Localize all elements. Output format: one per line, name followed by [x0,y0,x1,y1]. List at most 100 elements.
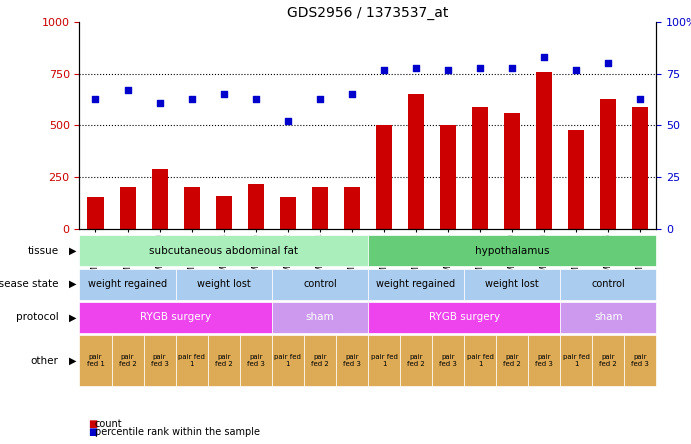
Bar [344,187,360,229]
Bar [272,302,368,333]
Text: sham: sham [594,313,623,322]
Bar [472,107,488,229]
Bar [408,95,424,229]
Point [346,91,357,98]
Bar [176,269,272,300]
Bar [536,72,552,229]
Bar [368,269,464,300]
Bar [79,269,176,300]
Text: pair
fed 2: pair fed 2 [215,354,233,367]
Text: control: control [591,279,625,289]
Text: pair
fed 3: pair fed 3 [536,354,553,367]
Bar [560,269,656,300]
Point [90,95,101,102]
Text: RYGB surgery: RYGB surgery [140,313,211,322]
Text: subcutaneous abdominal fat: subcutaneous abdominal fat [149,246,299,256]
Point [314,95,325,102]
Bar [144,335,176,386]
Bar [368,302,560,333]
Bar [528,335,560,386]
Point [539,54,550,61]
Text: pair
fed 2: pair fed 2 [407,354,425,367]
Text: tissue: tissue [28,246,59,256]
Bar [368,235,656,266]
Text: count: count [95,419,122,429]
Text: hypothalamus: hypothalamus [475,246,549,256]
Text: pair
fed 1: pair fed 1 [86,354,104,367]
Bar [376,126,392,229]
Bar [312,187,328,229]
Text: pair fed
1: pair fed 1 [370,354,397,367]
Bar [280,197,296,229]
Bar [496,335,528,386]
Text: protocol: protocol [16,313,59,322]
Point [507,64,518,71]
Text: pair
fed 2: pair fed 2 [503,354,521,367]
Bar [240,335,272,386]
Bar [632,107,648,229]
Text: other: other [31,356,59,366]
Bar [111,335,144,386]
Bar [560,302,656,333]
Text: ▶: ▶ [69,313,76,322]
Text: weight regained: weight regained [377,279,455,289]
Point [283,118,294,125]
Bar [151,169,168,229]
Bar [216,196,231,229]
Point [635,95,646,102]
Text: pair
fed 2: pair fed 2 [600,354,617,367]
Bar [272,335,304,386]
Bar [440,126,456,229]
Text: pair
fed 2: pair fed 2 [119,354,136,367]
Text: percentile rank within the sample: percentile rank within the sample [95,427,260,436]
Text: sham: sham [305,313,334,322]
Point [410,64,422,71]
Text: control: control [303,279,337,289]
Bar [432,335,464,386]
Text: pair
fed 3: pair fed 3 [343,354,361,367]
Bar [336,335,368,386]
Bar [79,335,111,386]
Bar [248,184,264,229]
Text: pair fed
1: pair fed 1 [274,354,301,367]
Text: ▶: ▶ [69,279,76,289]
Text: pair
fed 2: pair fed 2 [311,354,329,367]
Point [475,64,486,71]
Bar [592,335,625,386]
Bar [400,335,432,386]
Point [379,66,390,73]
Bar [600,99,616,229]
Text: ■: ■ [88,427,97,436]
Bar [79,302,272,333]
Title: GDS2956 / 1373537_at: GDS2956 / 1373537_at [287,6,448,20]
Point [250,95,261,102]
Text: pair fed
1: pair fed 1 [466,354,493,367]
Bar [120,187,135,229]
Text: ▶: ▶ [69,356,76,366]
Bar [208,335,240,386]
Bar [88,197,104,229]
Bar [272,269,368,300]
Text: weight lost: weight lost [197,279,251,289]
Text: pair fed
1: pair fed 1 [178,354,205,367]
Point [442,66,453,73]
Text: RYGB surgery: RYGB surgery [428,313,500,322]
Point [603,60,614,67]
Bar [184,187,200,229]
Bar [464,335,496,386]
Bar [176,335,208,386]
Text: pair
fed 3: pair fed 3 [151,354,169,367]
Text: weight regained: weight regained [88,279,167,289]
Bar [560,335,592,386]
Bar [625,335,656,386]
Text: pair
fed 3: pair fed 3 [632,354,650,367]
Point [122,87,133,94]
Point [571,66,582,73]
Bar [504,113,520,229]
Point [154,99,165,106]
Text: disease state: disease state [0,279,59,289]
Bar [79,235,368,266]
Text: pair
fed 3: pair fed 3 [439,354,457,367]
Text: pair fed
1: pair fed 1 [563,354,589,367]
Bar [304,335,336,386]
